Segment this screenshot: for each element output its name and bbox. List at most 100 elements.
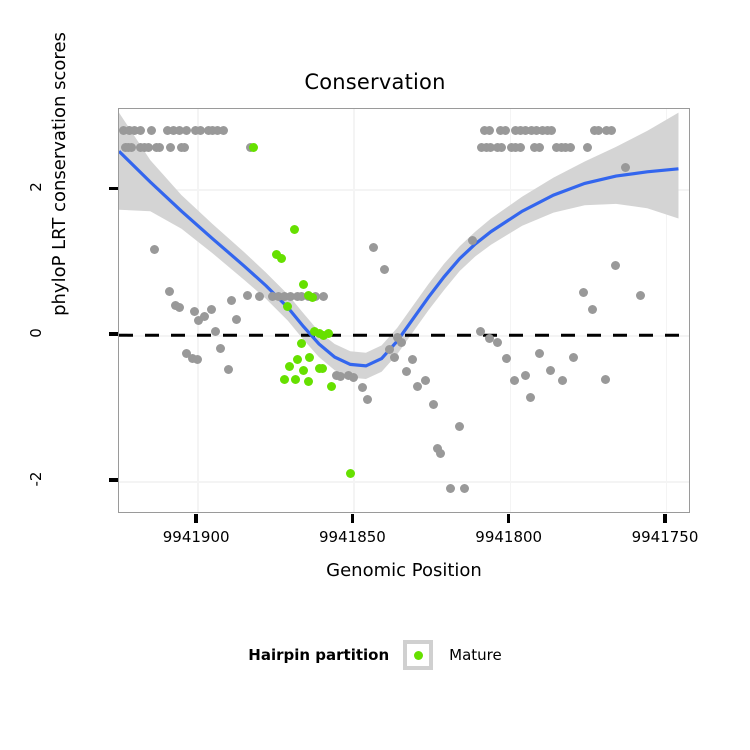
y-tick (109, 332, 118, 336)
data-point-other (169, 126, 179, 136)
data-point-other (127, 143, 136, 153)
data-point-other (195, 126, 205, 136)
data-point-other (534, 348, 544, 358)
data-point-other (467, 235, 477, 245)
data-point-other (477, 143, 487, 153)
data-point-other (223, 365, 233, 374)
data-point-other (589, 126, 599, 136)
data-point-other (484, 126, 494, 136)
data-point-other (155, 143, 165, 153)
data-point-other (408, 354, 418, 364)
data-point-other (344, 370, 354, 380)
y-tick-label: 2 (27, 182, 45, 193)
data-point-mature (280, 374, 290, 384)
y-tick (109, 186, 118, 191)
data-point-other (588, 305, 598, 315)
plot-panel (118, 108, 690, 513)
grid-line-vertical (509, 109, 512, 512)
legend-key-mature[interactable] (403, 640, 434, 670)
data-point-other (392, 332, 402, 342)
data-point-other (180, 143, 190, 153)
data-point-other (611, 261, 621, 271)
data-point-other (402, 367, 412, 377)
data-point-other (459, 483, 469, 493)
data-point-other (545, 365, 555, 375)
data-point-other (511, 126, 521, 136)
data-point-other (480, 126, 490, 136)
data-point-other (206, 305, 216, 315)
data-point-other (203, 126, 213, 136)
data-point-other (200, 311, 210, 321)
data-point-other (455, 421, 465, 431)
x-tick (663, 514, 667, 523)
data-point-other (369, 243, 379, 253)
mature-marker-icon (413, 650, 423, 660)
y-axis-title: phyloP LRT conservation scores (49, 32, 70, 316)
data-point-other (506, 143, 516, 153)
data-point-mature (292, 354, 302, 364)
data-point-other (136, 126, 146, 136)
x-tick-label: 9941800 (475, 528, 543, 546)
data-point-mature (327, 381, 337, 391)
data-point-other (292, 292, 302, 302)
data-point-other (280, 292, 290, 302)
data-point-other (475, 327, 485, 337)
data-point-other (636, 290, 646, 300)
data-point-other (578, 288, 588, 298)
data-point-other (389, 352, 399, 362)
x-tick-label: 9941850 (319, 528, 386, 546)
data-point-mature (305, 352, 315, 362)
legend: Hairpin partition Mature (0, 640, 750, 670)
data-point-other (164, 286, 174, 296)
data-point-other (119, 126, 129, 136)
data-point-other (420, 375, 430, 385)
data-point-other (181, 126, 191, 136)
data-point-mature (289, 224, 299, 234)
data-point-other (216, 343, 226, 353)
data-point-other (384, 345, 394, 355)
data-point-mature (303, 376, 313, 386)
smooth-overlay (119, 112, 689, 379)
data-point-other (602, 126, 612, 136)
x-axis-title: Genomic Position (326, 560, 482, 581)
data-point-other (273, 292, 283, 302)
data-point-other (192, 354, 202, 364)
data-point-other (130, 126, 140, 136)
data-point-other (255, 292, 265, 302)
grid-line-horizontal (119, 189, 689, 191)
chart-title: Conservation (304, 70, 446, 94)
data-point-other (191, 126, 201, 136)
data-point-other (219, 126, 229, 136)
y-tick (109, 478, 118, 482)
data-point-mature (303, 290, 313, 300)
data-point-mature (272, 250, 282, 260)
data-point-other (267, 292, 277, 302)
data-point-other (569, 352, 579, 362)
data-point-other (175, 302, 185, 312)
data-point-other (147, 126, 157, 136)
data-point-other (495, 126, 505, 136)
data-point-mature (283, 301, 293, 311)
data-point-other (170, 300, 180, 310)
data-point-other (500, 126, 510, 136)
data-point-other (566, 143, 576, 153)
data-point-mature (298, 365, 308, 375)
x-tick (350, 514, 355, 523)
data-point-other (520, 126, 530, 136)
data-point-mature (345, 469, 355, 479)
x-tick-label: 9941750 (631, 528, 699, 546)
data-point-other (486, 143, 496, 153)
data-point-other (492, 338, 502, 347)
data-point-mature (314, 329, 324, 339)
data-point-other (492, 143, 502, 153)
data-point-other (497, 143, 507, 153)
grid-line-vertical (665, 109, 668, 512)
data-point-other (150, 245, 160, 255)
data-point-mature (284, 362, 294, 372)
data-point-other (397, 338, 407, 347)
data-point-other (125, 126, 135, 136)
data-point-other (212, 126, 222, 136)
legend-title: Hairpin partition (248, 646, 390, 664)
x-tick (506, 514, 511, 523)
data-point-other (166, 143, 176, 153)
